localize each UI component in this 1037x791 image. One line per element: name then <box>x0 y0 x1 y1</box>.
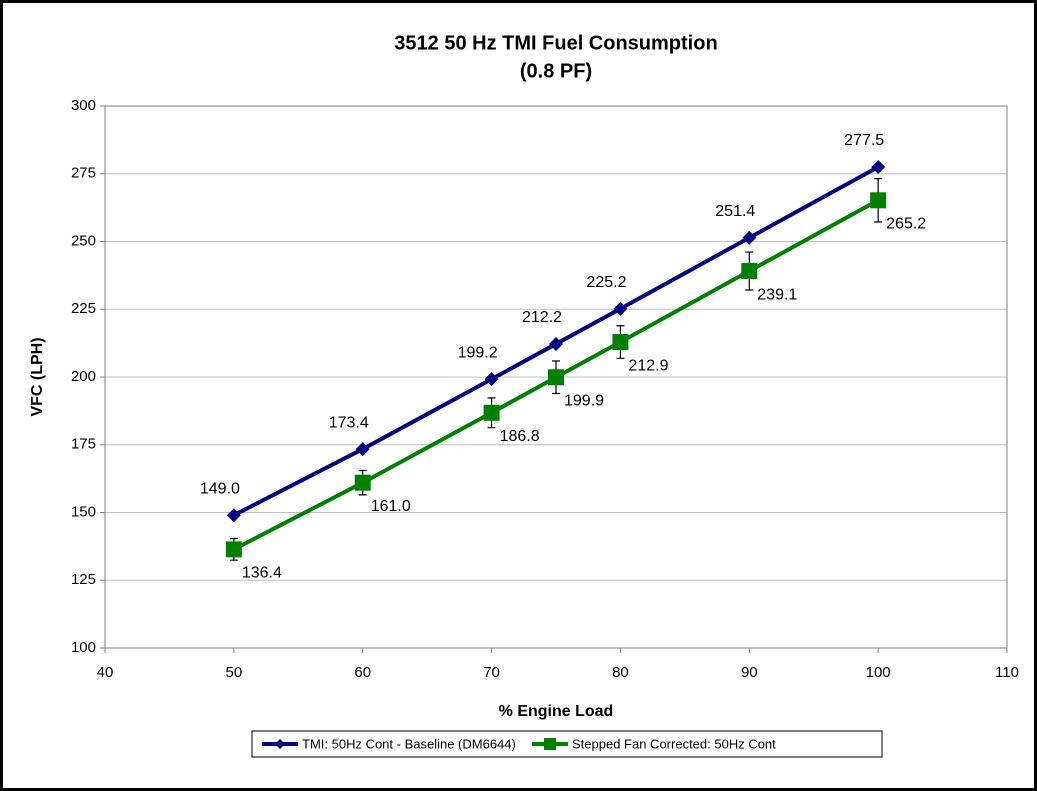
chart-subtitle: (0.8 PF) <box>520 60 592 82</box>
marker <box>871 159 886 174</box>
x-tick-label: 50 <box>226 664 243 681</box>
y-tick-label: 250 <box>71 232 96 249</box>
legend-label: TMI: 50Hz Cont - Baseline (DM6644) <box>302 736 516 751</box>
marker <box>741 263 758 280</box>
chart-title: 3512 50 Hz TMI Fuel Consumption <box>394 32 717 54</box>
marker <box>226 508 241 523</box>
data-label: 199.2 <box>458 344 498 361</box>
data-label: 149.0 <box>200 480 240 497</box>
marker <box>354 474 371 491</box>
data-label: 186.8 <box>500 428 540 445</box>
x-tick-label: 100 <box>866 664 891 681</box>
data-label: 161.0 <box>371 498 411 515</box>
marker <box>549 336 563 351</box>
marker <box>612 334 629 351</box>
data-label: 265.2 <box>886 216 926 233</box>
y-axis-title: VFC (LPH) <box>29 337 46 416</box>
data-label: 212.2 <box>522 309 562 326</box>
data-label: 136.4 <box>242 565 282 582</box>
y-tick-label: 300 <box>71 97 96 114</box>
y-tick-label: 150 <box>71 503 96 520</box>
y-tick-label: 125 <box>71 571 96 588</box>
marker <box>548 369 564 386</box>
legend-label: Stepped Fan Corrected: 50Hz Cont <box>572 736 776 751</box>
x-tick-label: 110 <box>995 664 1019 681</box>
data-label: 251.4 <box>715 203 755 220</box>
marker <box>613 301 628 316</box>
legend-marker <box>544 738 556 750</box>
data-label: 239.1 <box>757 286 797 303</box>
marker <box>484 372 499 387</box>
x-tick-label: 70 <box>483 664 500 681</box>
marker <box>483 404 500 421</box>
y-tick-label: 200 <box>71 368 96 385</box>
data-label: 199.9 <box>564 392 604 409</box>
y-tick-label: 100 <box>71 639 96 656</box>
marker <box>225 541 242 558</box>
x-axis-title: % Engine Load <box>499 703 614 720</box>
data-label: 225.2 <box>586 274 626 291</box>
marker <box>355 442 370 457</box>
x-tick-label: 60 <box>354 664 371 681</box>
y-tick-label: 175 <box>71 436 96 453</box>
legend-marker <box>275 739 285 749</box>
x-tick-label: 40 <box>97 664 114 681</box>
marker <box>742 230 757 245</box>
data-label: 173.4 <box>329 414 369 431</box>
x-tick-label: 90 <box>741 664 758 681</box>
y-tick-label: 225 <box>71 300 96 317</box>
data-label: 277.5 <box>844 132 884 149</box>
y-tick-label: 275 <box>71 165 96 182</box>
plot-frame <box>104 105 1008 649</box>
x-tick-label: 80 <box>612 664 629 681</box>
marker <box>870 192 887 209</box>
data-label: 212.9 <box>628 357 668 374</box>
